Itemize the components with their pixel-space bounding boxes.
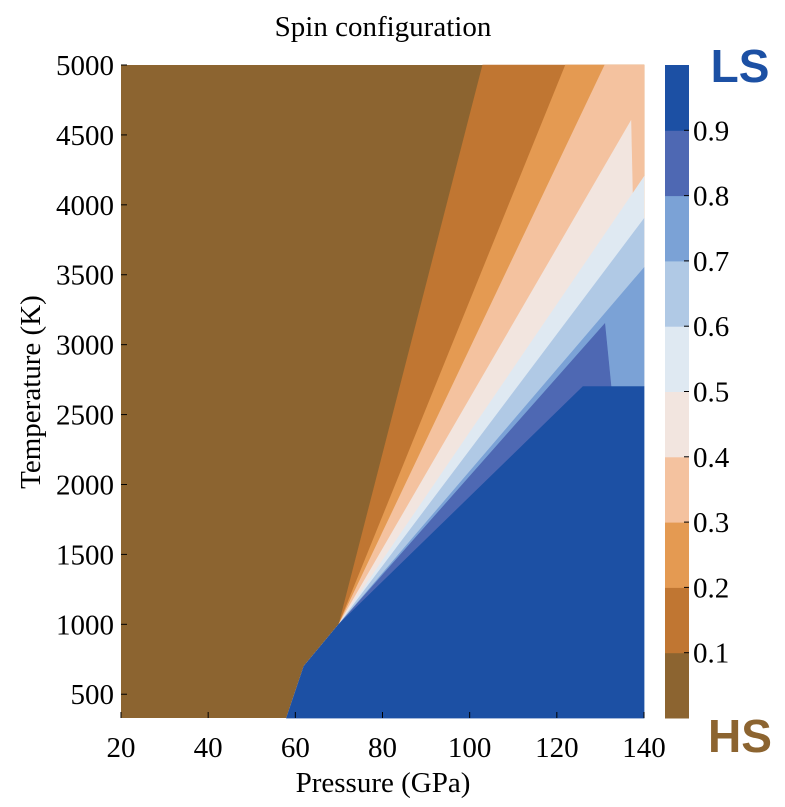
- colorbar-tick-label: 0.6: [693, 311, 729, 343]
- colorbar-tick-label: 0.5: [693, 377, 729, 409]
- y-tick-label: 4000: [56, 190, 114, 222]
- y-tick-label: 4500: [56, 120, 114, 152]
- colorbar-tick-label: 0.8: [693, 181, 729, 213]
- x-tick-label: 80: [368, 732, 397, 764]
- x-tick-label: 100: [448, 732, 492, 764]
- colorbar-swatch-1: [665, 587, 689, 654]
- y-tick-label: 2000: [56, 469, 114, 501]
- x-tick-label: 60: [281, 732, 310, 764]
- colorbar-tick-label: 0.4: [693, 442, 730, 474]
- colorbar-bottom-label: HS: [708, 710, 772, 762]
- colorbar-top-label: LS: [711, 40, 770, 92]
- x-tick-label: 40: [194, 732, 223, 764]
- colorbar-swatch-4: [665, 391, 689, 458]
- colorbar-tick-label: 0.9: [693, 115, 729, 147]
- x-axis-label: Pressure (GPa): [296, 767, 471, 799]
- y-tick-label: 3500: [56, 260, 114, 292]
- y-tick-label: 1500: [56, 539, 114, 571]
- colorbar-swatch-6: [665, 260, 689, 327]
- y-axis-label: Temperature (K): [15, 295, 47, 489]
- colorbar-tick-label: 0.3: [693, 507, 729, 539]
- x-tick-label: 20: [107, 732, 136, 764]
- colorbar-swatch-3: [665, 456, 689, 523]
- colorbar-swatch-9: [665, 65, 689, 131]
- colorbar-tick-label: 0.2: [693, 572, 729, 604]
- y-tick-label: 1000: [56, 609, 114, 641]
- x-tick-label: 140: [622, 732, 666, 764]
- colorbar: 0.1 0.2 0.3 0.4 0.5 0.6 0.7 0.8 0.9: [665, 65, 730, 719]
- x-tick-label: 120: [535, 732, 579, 764]
- colorbar-swatch-8: [665, 130, 689, 197]
- y-tick-label: 3000: [56, 330, 114, 362]
- colorbar-tick-label: 0.7: [693, 246, 729, 278]
- chart-title: Spin configuration: [275, 11, 492, 43]
- colorbar-tick-label: 0.1: [693, 638, 729, 670]
- colorbar-swatch-2: [665, 522, 689, 588]
- contour-plot-area: [121, 64, 645, 719]
- colorbar-swatch-5: [665, 326, 689, 392]
- axes: 20 40 60 80 100 120 140 500 1000 1500 2000 2500 3000…: [56, 50, 666, 764]
- y-tick-label: 2500: [56, 400, 114, 432]
- y-tick-label: 500: [71, 679, 115, 711]
- y-tick-label: 5000: [56, 50, 114, 82]
- colorbar-swatch-0: [665, 652, 689, 719]
- colorbar-swatch-7: [665, 195, 689, 262]
